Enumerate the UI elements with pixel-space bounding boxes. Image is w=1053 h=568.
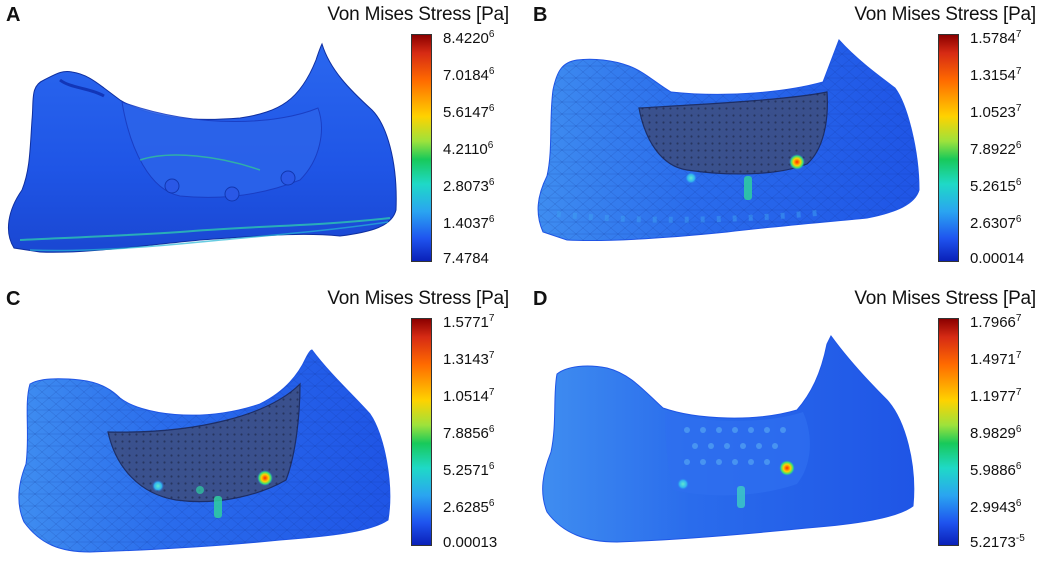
colorbar-tick: 0.00014 xyxy=(970,250,1025,267)
colorbar xyxy=(411,318,432,546)
panel-letter: D xyxy=(533,288,548,310)
panel-letter: C xyxy=(6,288,21,310)
colorbar xyxy=(938,34,959,262)
panel-b: B Von Mises Stress [Pa] 1.57847 1.31547 … xyxy=(527,0,1053,284)
colorbar-tick: 5.2173-5 xyxy=(970,533,1025,551)
colorbar-tick: 1.19777 xyxy=(970,387,1022,405)
colorbar-title: Von Mises Stress [Pa] xyxy=(327,4,509,25)
colorbar-tick: 1.79667 xyxy=(970,313,1022,331)
colorbar-tick: 7.01846 xyxy=(443,66,495,84)
colorbar-tick: 1.05237 xyxy=(970,103,1022,121)
colorbar xyxy=(411,34,432,262)
panel-c: C Von Mises Stress [Pa] 1.57717 1.31437 … xyxy=(0,284,526,568)
colorbar-tick: 5.98866 xyxy=(970,461,1022,479)
colorbar-tick: 1.31437 xyxy=(443,350,495,368)
colorbar-tick: 0.00013 xyxy=(443,534,498,551)
colorbar-tick: 4.21106 xyxy=(443,140,494,158)
colorbar-tick: 2.63076 xyxy=(970,214,1022,232)
colorbar-tick: 5.61476 xyxy=(443,103,495,121)
mandible-model-d xyxy=(542,335,915,543)
mandible-model-c xyxy=(18,349,391,553)
mandible-model-b xyxy=(537,39,920,242)
panel-d: D Von Mises Stress [Pa] 1.79667 1.49717 … xyxy=(527,284,1053,568)
mandible-model-a xyxy=(8,42,397,253)
colorbar-title: Von Mises Stress [Pa] xyxy=(327,288,509,309)
colorbar-tick: 2.99436 xyxy=(970,498,1022,516)
colorbar-tick: 8.42206 xyxy=(443,29,495,47)
colorbar xyxy=(938,318,959,546)
colorbar-tick: 2.62856 xyxy=(443,498,495,516)
colorbar-tick: 8.98296 xyxy=(970,424,1022,442)
colorbar-tick: 1.57847 xyxy=(970,29,1022,47)
colorbar-tick: 1.40376 xyxy=(443,214,495,232)
colorbar-title: Von Mises Stress [Pa] xyxy=(854,4,1036,25)
colorbar-tick: 1.49717 xyxy=(970,350,1022,368)
colorbar-tick: 5.26156 xyxy=(970,177,1022,195)
panel-letter: B xyxy=(533,4,548,26)
colorbar-tick: 1.57717 xyxy=(443,313,495,331)
colorbar-tick: 1.05147 xyxy=(443,387,495,405)
panel-letter: A xyxy=(6,4,21,26)
colorbar-tick: 1.31547 xyxy=(970,66,1022,84)
colorbar-tick: 7.89226 xyxy=(970,140,1022,158)
colorbar-tick: 7.4784 xyxy=(443,250,489,267)
colorbar-title: Von Mises Stress [Pa] xyxy=(854,288,1036,309)
colorbar-tick: 2.80736 xyxy=(443,177,495,195)
colorbar-tick: 7.88566 xyxy=(443,424,495,442)
colorbar-tick: 5.25716 xyxy=(443,461,495,479)
panel-a: A Von Mises Stress [Pa] 8.42206 7.01846 … xyxy=(0,0,526,284)
